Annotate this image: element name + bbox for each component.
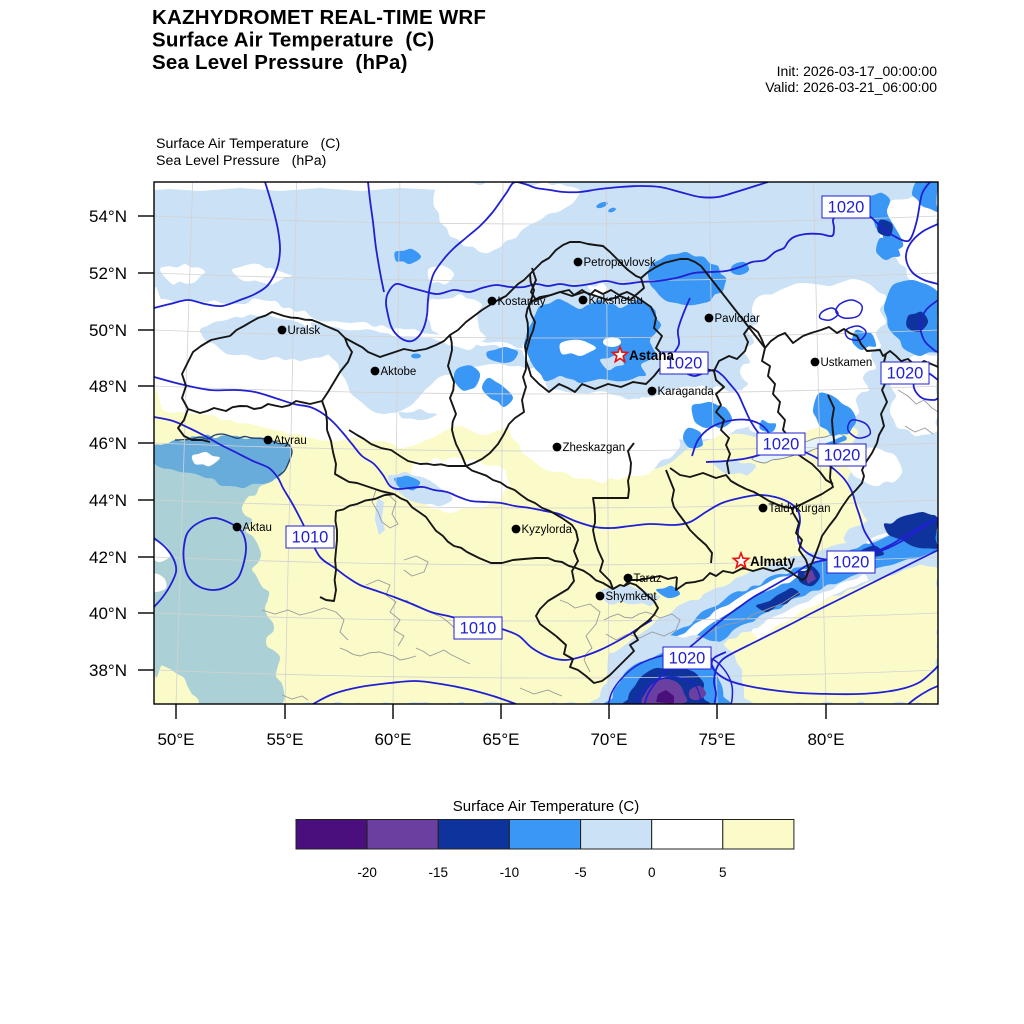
svg-text:Astana: Astana — [629, 348, 675, 363]
svg-text:40°N: 40°N — [89, 604, 127, 623]
svg-text:Kokshetau: Kokshetau — [589, 295, 643, 307]
svg-text:Shymkent: Shymkent — [606, 591, 658, 603]
svg-text:Surface Air Temperature (C): Surface Air Temperature (C) — [152, 29, 434, 52]
svg-text:46°N: 46°N — [89, 434, 127, 453]
svg-text:1020: 1020 — [887, 365, 924, 383]
svg-text:KAZHYDROMET REAL-TIME WRF: KAZHYDROMET REAL-TIME WRF — [152, 6, 486, 29]
svg-text:55°E: 55°E — [266, 730, 303, 749]
svg-text:-15: -15 — [429, 865, 449, 880]
svg-text:54°N: 54°N — [89, 207, 127, 226]
svg-text:Kyzylorda: Kyzylorda — [522, 524, 573, 536]
svg-text:1020: 1020 — [828, 199, 865, 217]
svg-text:Atyrau: Atyrau — [274, 435, 307, 447]
svg-text:Aktau: Aktau — [243, 522, 272, 534]
svg-text:Sea Level Pressure (hPa): Sea Level Pressure (hPa) — [156, 153, 326, 169]
svg-text:50°N: 50°N — [89, 321, 127, 340]
svg-text:1020: 1020 — [833, 554, 870, 572]
svg-text:42°N: 42°N — [89, 548, 127, 567]
svg-text:48°N: 48°N — [89, 377, 127, 396]
svg-text:Taraz: Taraz — [634, 573, 662, 585]
svg-text:65°E: 65°E — [482, 730, 519, 749]
svg-text:Uralsk: Uralsk — [288, 325, 321, 337]
svg-text:Zheskazgan: Zheskazgan — [563, 442, 626, 454]
svg-text:1020: 1020 — [763, 436, 800, 454]
svg-text:Karaganda: Karaganda — [658, 386, 715, 398]
svg-text:Petropavlovsk: Petropavlovsk — [584, 257, 656, 269]
svg-text:44°N: 44°N — [89, 491, 127, 510]
svg-text:Ustkamen: Ustkamen — [821, 357, 873, 369]
svg-text:Almaty: Almaty — [750, 554, 796, 569]
svg-text:75°E: 75°E — [698, 730, 735, 749]
svg-text:-20: -20 — [357, 865, 377, 880]
svg-text:1010: 1010 — [460, 620, 497, 638]
svg-text:Aktobe: Aktobe — [381, 366, 417, 378]
svg-text:0: 0 — [648, 865, 656, 880]
svg-text:80°E: 80°E — [807, 730, 844, 749]
svg-text:Surface Air Temperature (C): Surface Air Temperature (C) — [453, 798, 639, 815]
svg-text:50°E: 50°E — [157, 730, 194, 749]
svg-text:Init: 2026-03-17_00:00:00: Init: 2026-03-17_00:00:00 — [777, 63, 938, 79]
svg-text:Pavlodar: Pavlodar — [715, 313, 761, 325]
svg-text:52°N: 52°N — [89, 264, 127, 283]
svg-text:Valid: 2026-03-21_06:00:00: Valid: 2026-03-21_06:00:00 — [765, 79, 937, 95]
svg-text:1010: 1010 — [292, 529, 329, 547]
svg-text:Taldykurgan: Taldykurgan — [769, 503, 831, 515]
svg-text:Sea Level Pressure (hPa): Sea Level Pressure (hPa) — [152, 51, 408, 74]
svg-text:60°E: 60°E — [374, 730, 411, 749]
svg-text:-10: -10 — [500, 865, 520, 880]
svg-text:1020: 1020 — [824, 447, 861, 465]
svg-text:Kostanay: Kostanay — [498, 296, 546, 308]
svg-text:5: 5 — [719, 865, 727, 880]
svg-text:Surface Air Temperature (C): Surface Air Temperature (C) — [156, 136, 340, 152]
svg-text:38°N: 38°N — [89, 661, 127, 680]
svg-text:1020: 1020 — [669, 650, 706, 668]
svg-text:-5: -5 — [575, 865, 587, 880]
svg-text:70°E: 70°E — [590, 730, 627, 749]
svg-text:1020: 1020 — [666, 355, 703, 373]
